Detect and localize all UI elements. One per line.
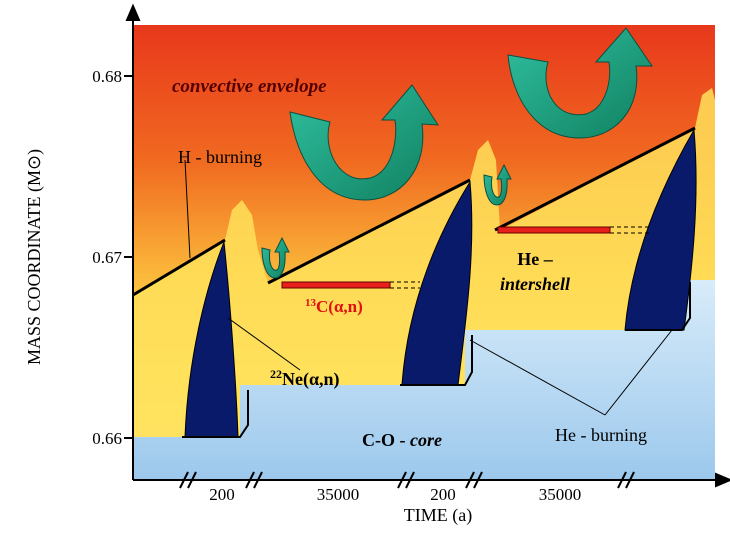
label-text: C(α,n) xyxy=(316,297,363,316)
label-italic: core xyxy=(410,430,442,450)
y-tick-label: 0.68 xyxy=(92,67,122,86)
y-axis-label: MASS COORDINATE (M⊙) xyxy=(24,149,45,365)
he-burning-label: He - burning xyxy=(555,425,647,445)
intershell-label: He – xyxy=(517,249,553,269)
envelope-label: convective envelope xyxy=(172,76,327,97)
x-interval-label: 35000 xyxy=(539,485,582,504)
diagram: 0.68 0.67 0.66 MASS COORDINATE (M⊙) 200 … xyxy=(0,0,730,533)
superscript: 22 xyxy=(270,367,282,381)
y-tick-label: 0.67 xyxy=(92,248,122,267)
intershell-label: intershell xyxy=(500,274,570,294)
label-text: Ne(α,n) xyxy=(282,369,340,390)
superscript: 13 xyxy=(305,297,317,309)
h-burning-label: H - burning xyxy=(178,147,262,167)
core-label: C-O - core xyxy=(362,430,442,450)
x-interval-label: 200 xyxy=(430,485,456,504)
x-interval-label: 200 xyxy=(209,485,235,504)
x-axis-label: TIME (a) xyxy=(404,505,472,526)
x-interval-label: 35000 xyxy=(317,485,360,504)
y-tick-label: 0.66 xyxy=(92,429,122,448)
label-text: C-O - xyxy=(362,430,410,450)
